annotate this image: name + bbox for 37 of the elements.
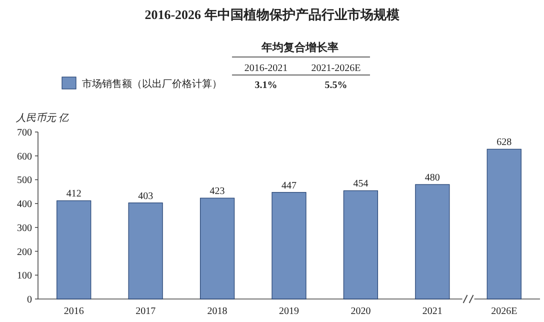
bar: [486, 148, 522, 300]
legend-label: 市场销售额（以出厂价格计算）: [82, 78, 222, 90]
text: 2021-2026E: [311, 63, 361, 74]
bar: [56, 200, 92, 300]
bar: [128, 202, 163, 300]
text: 年均复合增长率: [260, 41, 338, 54]
data-label: 628: [496, 137, 512, 148]
y-axis-title: 人民币元 亿: [15, 112, 70, 124]
x-tick-label: 2021: [422, 306, 442, 317]
bar: [272, 192, 306, 300]
x-tick-label: 2017: [136, 306, 156, 317]
y-tick-label: 200: [17, 246, 32, 258]
y-tick-label: 100: [17, 270, 32, 282]
bar: [343, 190, 378, 300]
chart-title: 2016-2026 年中国植物保护产品行业市场规模: [144, 7, 400, 22]
x-tick-label: 2016: [64, 306, 84, 317]
data-label: 403: [138, 190, 154, 202]
bar: [200, 198, 235, 300]
y-tick-label: 700: [17, 128, 32, 138]
y-tick-label: 500: [17, 175, 32, 186]
x-tick-label: 2020: [350, 306, 371, 317]
data-label: 447: [282, 180, 296, 192]
data-label: 423: [210, 186, 225, 198]
y-tick-label: 0: [27, 294, 32, 306]
x-tick-label: 2019: [279, 306, 299, 317]
y-tick-label: 600: [17, 151, 32, 162]
x-tick-label: 2026E: [491, 306, 518, 317]
y-tick-label: 300: [17, 222, 32, 234]
text: 5.5%: [324, 80, 348, 91]
data-label: 412: [66, 188, 82, 200]
text: 3.1%: [254, 80, 278, 91]
y-tick-label: 400: [17, 199, 32, 210]
data-label: 454: [353, 178, 368, 190]
data-label: 480: [424, 172, 440, 184]
text: 2016-2021: [244, 63, 288, 74]
x-tick-label: 2018: [207, 306, 228, 317]
bar: [415, 184, 450, 300]
